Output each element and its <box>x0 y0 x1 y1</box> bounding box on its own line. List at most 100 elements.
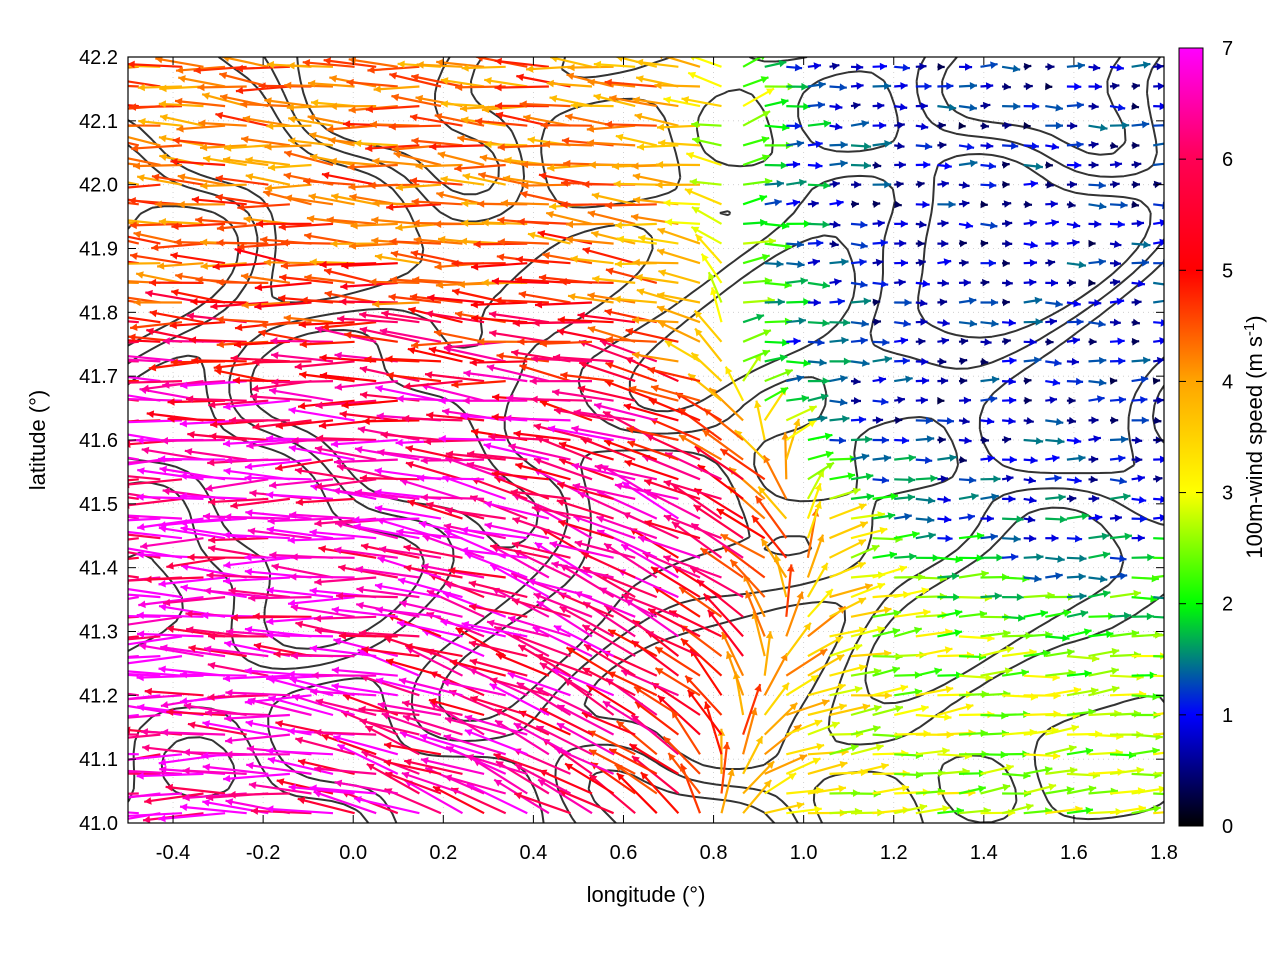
wind-vector-head <box>256 220 263 228</box>
wind-vector-head <box>362 417 370 426</box>
wind-vector-head <box>988 259 996 267</box>
wind-vector-head <box>477 337 485 346</box>
wind-vector <box>159 115 204 127</box>
wind-vector-head <box>319 371 328 380</box>
wind-vector-head <box>461 64 469 72</box>
wind-vector <box>393 152 442 167</box>
wind-vector-head <box>1113 240 1122 248</box>
wind-vector-head <box>594 402 602 410</box>
wind-vector-head <box>162 337 170 345</box>
wind-vector <box>136 175 183 186</box>
wind-vector-head <box>94 465 102 473</box>
wind-vector-head <box>116 544 124 552</box>
wind-vector-head <box>941 337 949 345</box>
wind-vector-head <box>356 585 364 594</box>
wind-vector-head <box>200 182 208 190</box>
wind-vector <box>281 241 334 245</box>
wind-vector <box>331 668 398 677</box>
wind-vector-head <box>721 632 729 640</box>
wind-vector <box>179 673 247 677</box>
wind-vector-head <box>136 772 144 780</box>
wind-vector-head <box>958 121 966 130</box>
wind-vector <box>304 275 355 284</box>
wind-vector <box>308 194 355 206</box>
wind-vector-head <box>781 432 790 440</box>
wind-vector <box>438 437 506 442</box>
wind-vector <box>590 231 636 245</box>
wind-vector-head <box>604 308 613 316</box>
wind-vector-head <box>796 801 805 810</box>
wind-vector <box>551 390 614 402</box>
wind-vectors <box>94 57 1177 823</box>
wind-vector-head <box>182 748 190 757</box>
wind-vector-head <box>314 445 323 453</box>
wind-vector-head <box>356 601 364 610</box>
wind-vector <box>179 494 247 500</box>
wind-vector <box>518 710 571 736</box>
wind-vector-head <box>1055 121 1063 130</box>
x-tick-label: 1.8 <box>1150 842 1178 864</box>
wind-vector-head <box>245 719 254 728</box>
wind-vector <box>359 313 420 324</box>
wind-vector-head <box>244 474 252 482</box>
wind-vector <box>678 586 723 618</box>
wind-vector-head <box>228 587 236 595</box>
wind-vector-head <box>561 179 569 187</box>
wind-vector-head <box>170 158 178 166</box>
wind-vector-head <box>990 533 998 541</box>
wind-vector-head <box>782 123 790 132</box>
wind-vector-head <box>484 77 492 85</box>
wind-vector-head <box>241 301 249 309</box>
wind-vector <box>288 446 355 461</box>
wind-vector-head <box>1157 82 1164 91</box>
wind-vector-head <box>444 581 453 589</box>
wind-vector <box>267 163 312 169</box>
wind-vector-head <box>269 551 277 559</box>
wind-vector-head <box>1123 493 1131 501</box>
wind-vector-head <box>333 734 341 743</box>
wind-vector-head <box>244 625 253 634</box>
wind-vector-head <box>1159 102 1164 111</box>
wind-vector <box>266 807 334 815</box>
wind-vector <box>401 771 463 795</box>
wind-vector <box>764 723 802 756</box>
wind-vector <box>512 493 571 520</box>
wind-vector <box>268 388 334 402</box>
wind-vector-head <box>631 715 640 723</box>
wind-vector-head <box>963 278 971 287</box>
wind-vector-head <box>635 58 644 67</box>
wind-vector <box>190 300 247 304</box>
wind-vector-head <box>781 222 790 230</box>
wind-vector-head <box>1111 647 1120 656</box>
wind-vector <box>289 513 355 520</box>
wind-vector-head <box>1068 744 1077 753</box>
wind-vector-head <box>365 144 373 153</box>
wind-vector <box>721 544 766 579</box>
wind-vector-head <box>1170 535 1177 543</box>
wind-vector <box>128 615 161 618</box>
wind-vector-head <box>568 293 576 301</box>
wind-vector-head <box>1147 553 1155 562</box>
wind-vector-head <box>326 216 334 224</box>
wind-vector <box>279 275 334 284</box>
wind-vector-head <box>180 584 188 592</box>
wind-vector-head <box>1073 299 1081 308</box>
wind-vector-head <box>223 156 231 164</box>
wind-vector <box>489 682 550 716</box>
wind-vector-head <box>720 534 729 541</box>
wind-vector-head <box>491 413 499 421</box>
wind-vector-head <box>604 201 612 210</box>
wind-vector-head <box>854 685 863 694</box>
wind-vector-head <box>165 783 173 792</box>
wind-vector-head <box>395 183 403 192</box>
wind-vector-head <box>302 59 311 67</box>
wind-vector <box>620 669 679 697</box>
wind-vector <box>381 712 442 736</box>
wind-vector-head <box>759 194 767 203</box>
wind-vector-head <box>473 240 481 249</box>
wind-vector-head <box>226 628 234 636</box>
wind-vector <box>535 436 593 461</box>
wind-vector-head <box>94 518 101 526</box>
wind-vector-head <box>130 323 138 331</box>
wind-vector <box>250 809 312 815</box>
